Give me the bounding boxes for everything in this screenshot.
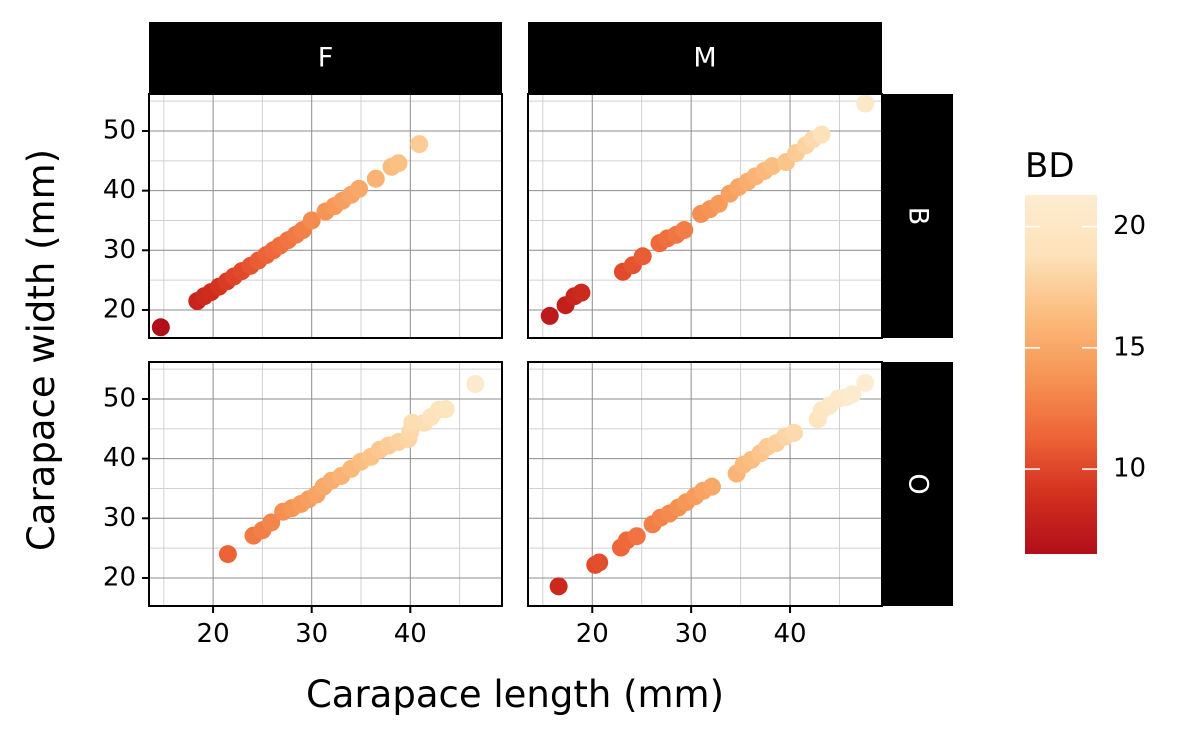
strip-row-b: B [882,94,953,338]
x-tick-label: 30 [295,619,328,649]
panel-m-b [527,93,883,339]
data-point [784,423,803,442]
data-point [350,179,369,198]
y-axis: 20 30 40 50 20 30 40 50 [103,115,149,592]
strip-col-f: F [149,22,502,94]
strip-col-m: M [528,22,882,94]
panel-border [527,93,883,339]
data-point [466,375,485,394]
y-tick-label: 20 [103,562,136,592]
legend-title: BD [1025,146,1075,186]
data-point [302,211,321,230]
panel-f-o [148,361,503,607]
color-bar [1025,195,1097,554]
data-point [262,513,281,532]
panel-m-o [527,361,883,607]
legend-ticks: 10 15 20 [1025,211,1146,484]
data-point [843,385,862,404]
panel-border [527,361,883,607]
data-point [856,373,875,392]
data-point [218,545,237,564]
y-tick-label: 50 [103,383,136,413]
panel-border [148,93,503,339]
data-point [572,283,591,302]
x-tick-label: 20 [576,619,609,649]
strip-label-b: B [903,207,934,226]
data-point [410,135,429,154]
x-axis: 20 30 40 20 30 40 [197,606,807,649]
data-point [590,553,609,572]
strip-row-o: O [882,362,953,606]
y-tick-label: 40 [103,175,136,205]
data-point [366,169,385,188]
x-tick-label: 30 [675,619,708,649]
data-point [627,527,646,546]
data-point [812,125,831,144]
data-point [540,306,559,325]
legend: BD 10 15 20 [1025,146,1146,554]
data-point [633,247,652,266]
data-point [151,318,170,337]
y-tick-label: 40 [103,443,136,473]
y-tick-label: 30 [103,503,136,533]
panels [148,93,883,607]
y-tick-label: 30 [103,235,136,265]
data-point [763,157,782,176]
panel-f-b [148,93,503,339]
strip-label-m: M [693,43,716,74]
strip-label-o: O [903,473,934,494]
x-tick-label: 20 [197,619,230,649]
data-point [549,577,568,596]
legend-tick-label: 10 [1113,454,1146,484]
y-axis-title: Carapace width (mm) [20,149,63,551]
x-tick-label: 40 [394,619,427,649]
data-point [702,477,721,496]
y-tick-label: 50 [103,115,136,145]
data-point [675,221,694,240]
y-tick-label: 20 [103,294,136,324]
panel-border [148,361,503,607]
data-point [389,154,408,173]
strip-label-f: F [318,43,334,74]
data-point [856,94,875,113]
legend-tick-label: 20 [1113,211,1146,241]
x-tick-label: 40 [773,619,806,649]
x-axis-title: Carapace length (mm) [306,673,724,716]
legend-tick-label: 15 [1113,332,1146,362]
data-point [436,400,455,419]
